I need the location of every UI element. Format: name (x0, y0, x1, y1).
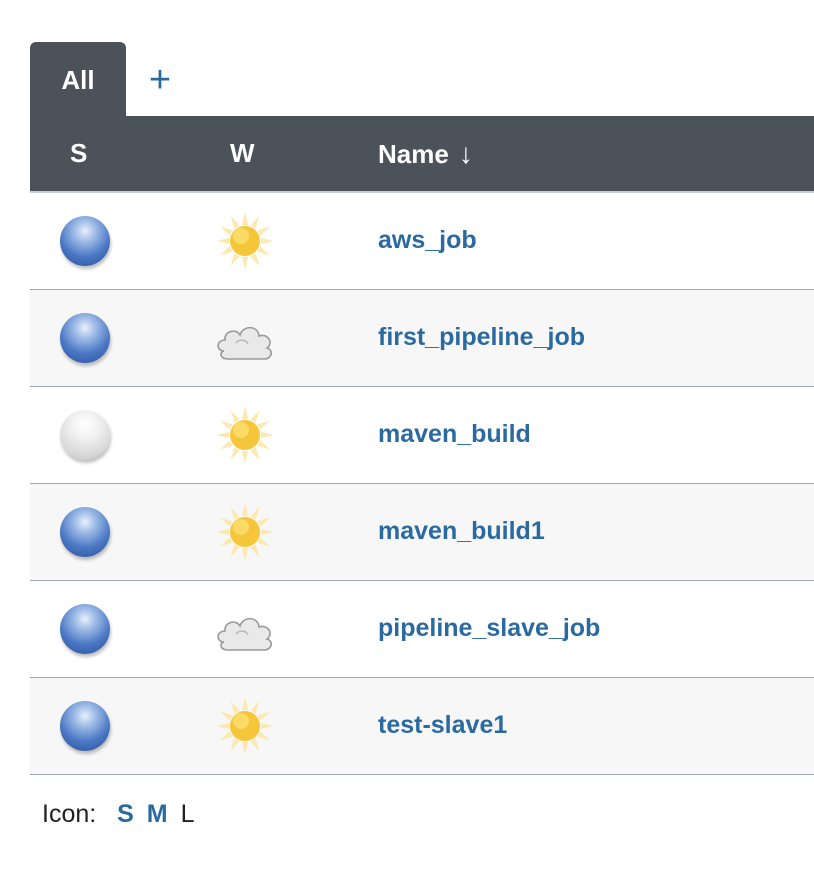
status-cell (30, 289, 190, 386)
table-row: first_pipeline_job (30, 289, 814, 386)
icon-size-medium-link[interactable]: M (146, 800, 168, 828)
job-link[interactable]: aws_job (378, 226, 477, 255)
job-link[interactable]: first_pipeline_job (378, 323, 585, 351)
sunny-weather-icon (214, 404, 378, 466)
view-tabbar: All + (30, 42, 814, 116)
status-success-icon (60, 312, 110, 363)
status-cell (30, 386, 190, 483)
name-cell: first_pipeline_job (378, 289, 814, 386)
header-name[interactable]: Name ↓ (378, 116, 814, 193)
table-row: test-slave1 (30, 677, 814, 774)
cloudy-weather-icon (214, 604, 378, 654)
sunny-weather-icon (214, 501, 378, 563)
job-link[interactable]: pipeline_slave_job (378, 614, 601, 642)
sunny-weather-icon (214, 210, 378, 272)
job-list-panel: All + S W Name ↓ aws_job first_pipeline_jo… (30, 42, 814, 775)
header-weather[interactable]: W (190, 116, 378, 193)
job-link[interactable]: test-slave1 (378, 711, 508, 739)
header-name-label: Name (378, 138, 449, 169)
status-cell (30, 580, 190, 677)
header-weather-label: W (230, 138, 255, 168)
status-cell (30, 192, 190, 289)
name-cell: maven_build1 (378, 483, 814, 580)
weather-cell (190, 580, 378, 677)
status-cell (30, 483, 190, 580)
icon-size-small-link[interactable]: S (117, 800, 134, 828)
header-status[interactable]: S (30, 116, 190, 193)
weather-cell (190, 677, 378, 774)
cloudy-weather-icon (214, 313, 378, 363)
table-row: aws_job (30, 192, 814, 289)
weather-cell (190, 192, 378, 289)
table-row: pipeline_slave_job (30, 580, 814, 677)
tab-all[interactable]: All (30, 42, 126, 116)
status-success-icon (60, 215, 110, 266)
table-header-row: S W Name ↓ (30, 116, 814, 193)
add-view-icon[interactable]: + (148, 59, 172, 101)
name-cell: pipeline_slave_job (378, 580, 814, 677)
status-success-icon (60, 603, 110, 654)
status-success-icon (60, 700, 110, 751)
name-cell: test-slave1 (378, 677, 814, 774)
sunny-weather-icon (214, 695, 378, 757)
weather-cell (190, 289, 378, 386)
table-row: maven_build1 (30, 483, 814, 580)
sort-descending-icon: ↓ (458, 137, 473, 169)
icon-size-large-current: L (180, 800, 195, 828)
job-link[interactable]: maven_build1 (378, 517, 545, 545)
name-cell: maven_build (378, 386, 814, 483)
job-link[interactable]: maven_build (378, 420, 531, 448)
weather-cell (190, 483, 378, 580)
status-success-icon (60, 506, 110, 557)
table-row: maven_build (30, 386, 814, 483)
name-cell: aws_job (378, 192, 814, 289)
icon-size-label: Icon: (42, 800, 97, 828)
icon-size-legend: Icon: S M L (42, 800, 194, 829)
header-status-label: S (70, 138, 88, 168)
status-cell (30, 677, 190, 774)
weather-cell (190, 386, 378, 483)
status-not-built-icon (60, 409, 110, 460)
